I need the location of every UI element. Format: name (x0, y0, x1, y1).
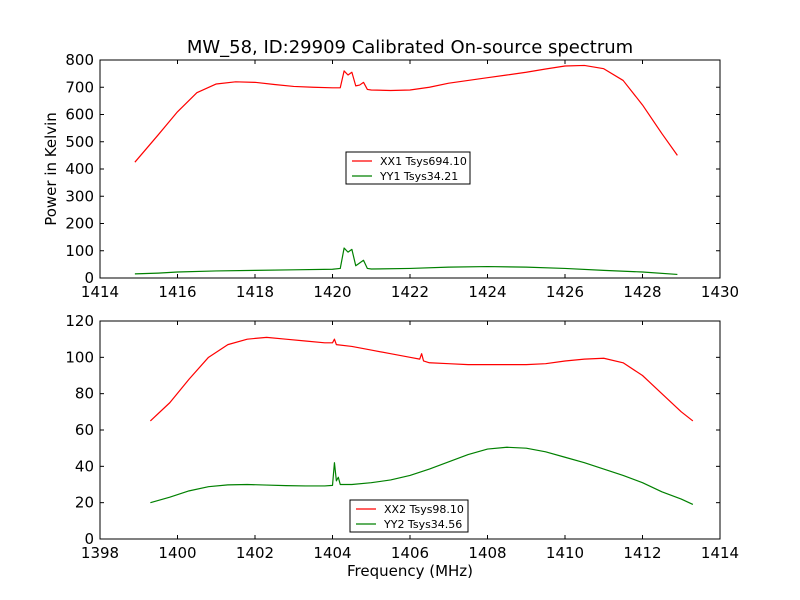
p0-x-tick-label: 1424 (468, 283, 506, 301)
p1-legend-entry: YY2 Tsys34.56 (383, 518, 462, 531)
p1-y-tick-label: 80 (75, 385, 94, 403)
p0-y-tick-label: 500 (65, 133, 94, 151)
p1-x-tick-label: 1402 (236, 544, 274, 562)
p0-x-tick-label: 1420 (313, 283, 351, 301)
p1-x-tick-label: 1404 (313, 544, 351, 562)
p0-y-tick-label: 700 (65, 78, 94, 96)
p1-y-tick-label: 40 (75, 457, 94, 475)
p1-y-tick-label: 60 (75, 421, 94, 439)
p1-x-tick-label: 1410 (546, 544, 584, 562)
p1-y-tick-label: 20 (75, 494, 94, 512)
chart-title: MW_58, ID:29909 Calibrated On-source spe… (187, 37, 633, 58)
p0-series-line-xx (134, 64, 678, 163)
p0-x-tick-label: 1422 (391, 283, 429, 301)
p1-legend-box (349, 499, 469, 533)
p0-y-axis-label: Power in Kelvin (42, 112, 60, 226)
p0-legend-entry: XX1 Tsys694.10 (380, 155, 467, 168)
p0-x-tick-label: 1416 (158, 283, 196, 301)
p0-x-tick-label: 1418 (236, 283, 274, 301)
p0-legend-box (345, 151, 471, 185)
p0-y-tick-label: 200 (65, 215, 94, 233)
bottom-panel: 1398 1400 1402 1404 1406 1408 1410 1412 1414 0 20 4… (65, 312, 739, 580)
p0-legend-entry: YY1 Tsys34.21 (379, 170, 458, 183)
p1-y-tick-label: 100 (65, 348, 94, 366)
p1-x-tick-label: 1412 (623, 544, 661, 562)
p0-x-tick-label: 1414 (81, 283, 119, 301)
p1-x-tick-label: 1406 (391, 544, 429, 562)
top-panel: 1414 1416 1418 1420 1422 1424 1426 1428 1430 0 100… (42, 51, 739, 301)
p0-x-tick-label: 1430 (701, 283, 739, 301)
p0-x-tick-label: 1426 (546, 283, 584, 301)
p0-y-tick-label: 300 (65, 187, 94, 205)
p1-x-tick-label: 1398 (81, 544, 119, 562)
p0-series-line-yy (134, 247, 678, 276)
p0-y-tick-label: 600 (65, 106, 94, 124)
p0-y-tick-label: 400 (65, 160, 94, 178)
p0-y-tick-label: 0 (84, 269, 94, 287)
p1-series-line-yy (150, 446, 694, 506)
p1-x-tick-label: 1408 (468, 544, 506, 562)
p1-y-tick-label: 120 (65, 312, 94, 330)
p1-series-line-xx (149, 336, 694, 422)
p1-legend-entry: XX2 Tsys98.10 (384, 503, 464, 516)
p1-x-axis-label: Frequency (MHz) (347, 562, 473, 580)
p1-x-tick-label: 1400 (158, 544, 196, 562)
p0-y-tick-label: 800 (65, 51, 94, 69)
p1-x-tick-label: 1414 (701, 544, 739, 562)
p1-y-tick-label: 0 (84, 530, 94, 548)
p0-x-tick-label: 1428 (623, 283, 661, 301)
p0-y-tick-label: 100 (65, 242, 94, 260)
